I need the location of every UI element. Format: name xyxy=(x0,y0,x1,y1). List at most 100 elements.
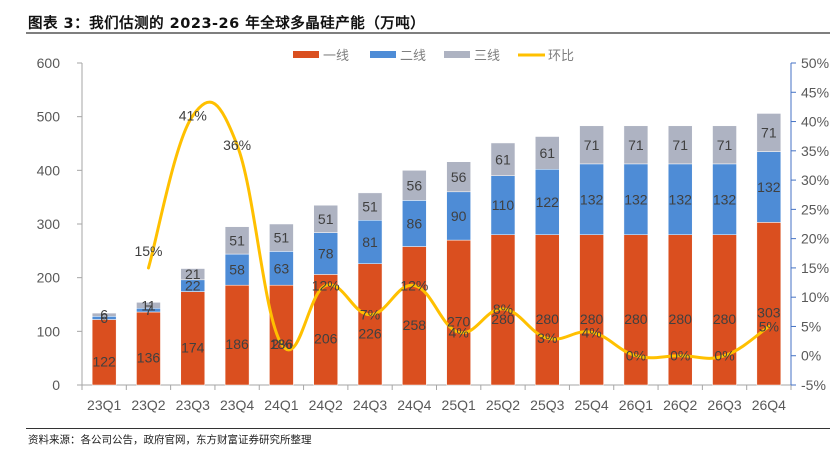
bar-value-label: 110 xyxy=(492,197,515,213)
right-tick-label: 40% xyxy=(801,114,829,130)
bar-value-label: 280 xyxy=(624,311,648,327)
right-tick-label: 15% xyxy=(801,260,829,276)
bars xyxy=(91,113,782,386)
bar-segment-3 xyxy=(402,170,427,201)
bar-segment-2 xyxy=(535,169,560,235)
left-tick-label: 500 xyxy=(37,109,61,125)
bar-value-label: 71 xyxy=(761,124,777,140)
right-tick-label: 25% xyxy=(801,201,829,217)
bar-segment-1 xyxy=(667,234,693,386)
qoq-value-label: 8% xyxy=(493,301,513,317)
bar-segment-1 xyxy=(402,246,427,386)
qoq-value-label: 41% xyxy=(179,108,207,124)
bar-value-label: 51 xyxy=(318,211,334,227)
legend-swatch-2 xyxy=(370,51,396,58)
qoq-value-label: 15% xyxy=(134,243,162,259)
right-tick-label: -5% xyxy=(801,377,826,393)
bar-segment-2 xyxy=(667,163,693,235)
bar-value-label: 90 xyxy=(451,208,467,224)
bar-segment-1 xyxy=(136,311,161,386)
bar-segment-1 xyxy=(357,263,383,386)
qoq-value-label: 5% xyxy=(759,318,779,334)
bar-value-label: 61 xyxy=(495,151,511,167)
bar-value-label: 186 xyxy=(270,336,294,352)
right-tick-label: 10% xyxy=(801,289,829,305)
qoq-value-label: 0% xyxy=(626,348,646,364)
x-tick-label: 24Q2 xyxy=(309,397,343,413)
left-tick-label: 0 xyxy=(52,377,60,393)
x-tick-label: 25Q1 xyxy=(442,397,476,413)
bar-segment-2 xyxy=(712,163,737,235)
x-tick-label: 26Q2 xyxy=(663,397,697,413)
left-tick-label: 600 xyxy=(37,55,61,71)
bar-segment-1 xyxy=(712,234,737,386)
bar-segment-1 xyxy=(224,284,250,386)
bar-value-label: 6 xyxy=(100,307,108,323)
x-tick-label: 25Q2 xyxy=(486,397,520,413)
right-tick-label: 30% xyxy=(801,172,829,188)
bar-value-label: 56 xyxy=(407,177,423,193)
bar-segment-3 xyxy=(535,136,560,170)
qoq-value-label: 2% xyxy=(271,336,291,352)
bar-segment-1 xyxy=(269,284,294,386)
legend-label: 三线 xyxy=(474,49,500,64)
bar-value-label: 122 xyxy=(92,353,116,369)
right-tick-label: 50% xyxy=(801,55,829,71)
bar-value-label: 280 xyxy=(580,311,604,327)
x-tick-label: 26Q1 xyxy=(619,397,653,413)
bar-value-label: 63 xyxy=(274,260,290,276)
bar-value-label: 270 xyxy=(447,314,471,330)
bar-segment-3 xyxy=(357,192,383,221)
bar-segment-3 xyxy=(490,142,516,176)
right-tick-label: 0% xyxy=(801,348,821,364)
bar-value-label: 132 xyxy=(757,179,781,195)
title-divider xyxy=(26,32,830,34)
bar-value-label: 226 xyxy=(358,325,382,341)
bar-value-label: 258 xyxy=(403,317,427,333)
bar-segment-3 xyxy=(667,125,693,165)
right-tick-label: 35% xyxy=(801,143,829,159)
source-note: 资料来源：各公司公告，政府官网，东方财富证券研究所整理 xyxy=(28,434,312,446)
x-tick-label: 23Q2 xyxy=(131,397,165,413)
bar-value-label: 280 xyxy=(669,311,693,327)
bar-segment-2 xyxy=(269,251,294,286)
bar-value-label: 61 xyxy=(539,145,555,161)
bar-segment-2 xyxy=(756,151,782,223)
bar-value-label: 206 xyxy=(314,331,338,347)
left-tick-label: 300 xyxy=(37,216,61,232)
bar-value-label: 86 xyxy=(407,215,423,231)
data-labels: 1226613671117422211865851186635120678512… xyxy=(92,108,780,370)
chart-title: 图表 3：我们估测的 2023-26 年全球多晶硅产能（万吨） xyxy=(28,16,426,32)
x-tick-label: 24Q3 xyxy=(353,397,387,413)
x-tick-label: 26Q4 xyxy=(752,397,786,413)
qoq-value-label: 0% xyxy=(670,348,690,364)
qoq-value-label: 0% xyxy=(714,348,734,364)
bar-segment-3 xyxy=(623,125,649,165)
bar-value-label: 22 xyxy=(185,278,201,294)
right-tick-label: 20% xyxy=(801,231,829,247)
x-tick-label: 26Q3 xyxy=(707,397,741,413)
bar-value-label: 132 xyxy=(713,191,737,207)
bar-segment-1 xyxy=(623,234,649,386)
bar-segment-3 xyxy=(579,125,604,165)
bar-value-label: 132 xyxy=(624,191,648,207)
bar-segment-2 xyxy=(623,163,649,235)
x-tick-label: 23Q4 xyxy=(220,397,254,413)
bar-value-label: 122 xyxy=(536,194,560,210)
bar-segment-2 xyxy=(224,253,250,286)
bar-segment-2 xyxy=(313,232,338,275)
bar-value-label: 136 xyxy=(137,350,161,366)
bar-segment-3 xyxy=(180,268,206,281)
x-tick-label: 23Q1 xyxy=(87,397,121,413)
bar-segment-3 xyxy=(756,113,782,152)
x-tick-label: 25Q4 xyxy=(574,397,608,413)
bar-segment-1 xyxy=(91,319,117,386)
qoq-value-label: 12% xyxy=(312,277,340,293)
left-tick-label: 400 xyxy=(37,162,61,178)
bar-value-label: 56 xyxy=(451,169,467,185)
bar-segment-3 xyxy=(224,226,250,255)
bar-value-label: 280 xyxy=(536,311,560,327)
bar-value-label: 21 xyxy=(185,266,201,282)
qoq-value-label: 4% xyxy=(581,324,601,340)
